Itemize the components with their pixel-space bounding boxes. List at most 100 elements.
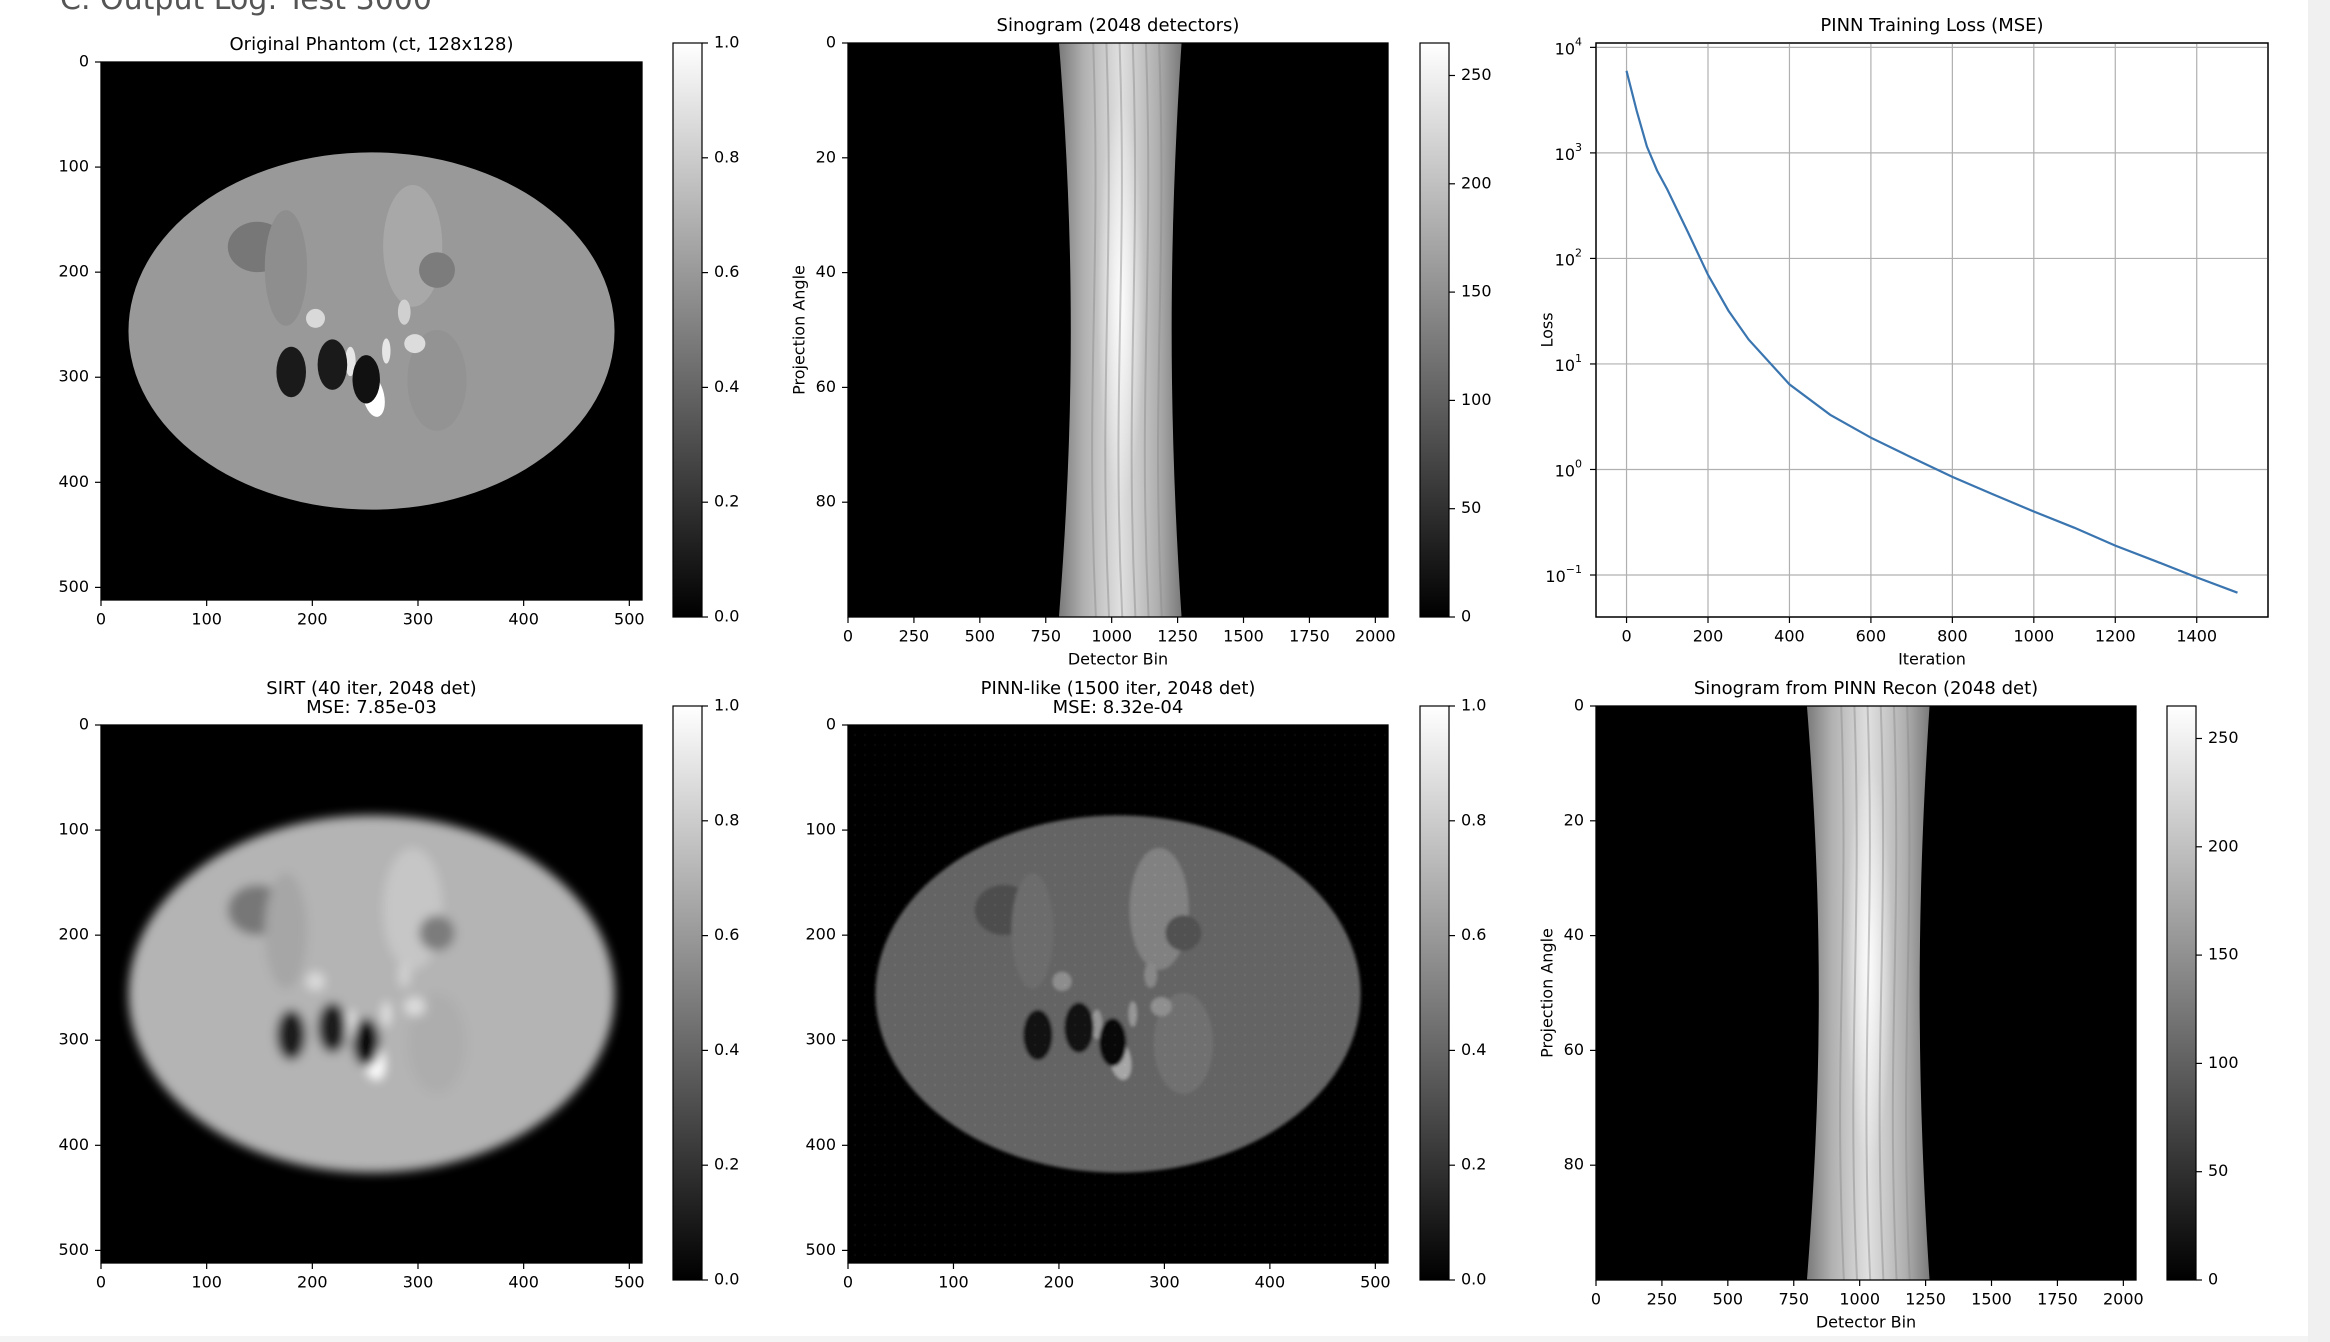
small-dot-3 — [404, 334, 426, 354]
x-tick-label: 200 — [1044, 1273, 1075, 1292]
x-tick-label: 0 — [96, 1273, 106, 1292]
x-tick-label: 1500 — [1971, 1290, 2012, 1309]
dark-ellipse-1 — [276, 346, 306, 398]
x-axis-label: Iteration — [1898, 650, 1966, 669]
axes-frame-top — [1595, 42, 2269, 618]
colorbar-tick-label: 1.0 — [714, 33, 739, 52]
chart-panel-1: 0 100 200 300 400 500 0 100 200 300 400 500 Original… — [58, 33, 739, 629]
y-tick-label: 400 — [805, 1135, 836, 1154]
colorbar-tick-label: 250 — [2208, 728, 2239, 747]
y-tick-label: 80 — [816, 492, 836, 511]
colorbar-tick-label: 0.8 — [714, 810, 739, 829]
y-tick-label: 100 — [1555, 457, 1582, 480]
colorbar-tick-label: 1.0 — [1461, 696, 1486, 715]
panel-title: Sinogram from PINN Recon (2048 det) — [1694, 678, 2038, 699]
y-tick-label: 500 — [805, 1240, 836, 1259]
y-tick-label: 60 — [816, 377, 836, 396]
x-tick-label: 300 — [1149, 1273, 1180, 1292]
sinogram-trace — [1878, 705, 1885, 1281]
y-tick-label: 103 — [1555, 141, 1582, 164]
colorbar-tick-label: 50 — [1461, 498, 1481, 517]
x-tick-label: 750 — [1030, 627, 1061, 646]
sinogram-bright-core — [1097, 100, 1145, 503]
small-dot-5 — [345, 346, 356, 377]
colorbar-tick-label: 0.4 — [1461, 1040, 1486, 1059]
x-tick-label: 250 — [1647, 1290, 1678, 1309]
right-tall-ellipse — [383, 184, 443, 307]
left-inner-ellipse — [264, 873, 308, 989]
y-tick-label: 100 — [58, 157, 89, 176]
x-tick-label: 1250 — [1157, 627, 1198, 646]
small-dot-4 — [382, 1001, 391, 1027]
sinogram-trace — [1143, 42, 1150, 618]
colorbar-tick-label: 50 — [2208, 1161, 2228, 1180]
y-tick-label: 200 — [58, 262, 89, 281]
y-tick-label: 0 — [1574, 696, 1584, 715]
chart-panel-5: 0 100 200 300 400 500 0 100 200 300 400 500 PINN-lik… — [805, 678, 1486, 1292]
sinogram-trace — [1117, 42, 1124, 618]
colorbar-tick-label: 0.2 — [714, 1155, 739, 1174]
x-tick-label: 400 — [1774, 627, 1805, 646]
y-tick-label: 104 — [1555, 35, 1582, 58]
phantom-shapes — [128, 815, 615, 1173]
small-dot-1 — [305, 308, 326, 328]
sinogram-trace — [1905, 705, 1911, 1281]
colorbar-tick-label: 0.4 — [714, 1040, 739, 1059]
y-tick-label: 20 — [1564, 810, 1584, 829]
streak-artifacts — [848, 725, 1388, 1263]
sinogram-trace — [1865, 705, 1872, 1281]
colorbar-tick-label: 0.4 — [714, 377, 739, 396]
small-dot-2 — [397, 962, 411, 988]
x-tick-label: 1750 — [2037, 1290, 2078, 1309]
x-tick-label: 1200 — [2095, 627, 2136, 646]
outer-ellipse — [128, 815, 615, 1173]
small-dot-5 — [345, 1009, 356, 1040]
small-dot-4 — [382, 338, 391, 364]
right-lower-ellipse — [407, 329, 467, 431]
x-tick-label: 500 — [1713, 1290, 1744, 1309]
page-scrollbar[interactable] — [2308, 0, 2330, 1342]
x-tick-label: 1000 — [1091, 627, 1132, 646]
sinogram-band — [1806, 705, 1930, 1281]
colorbar-tick-label: 0.0 — [714, 1270, 739, 1289]
sinogram-trace — [1157, 42, 1163, 618]
y-tick-label: 100 — [805, 820, 836, 839]
colorbar — [1419, 705, 1450, 1281]
y-tick-label: 300 — [58, 1030, 89, 1049]
dark-ellipse-3 — [352, 1018, 380, 1067]
colorbar-tick-label: 0.0 — [714, 607, 739, 626]
colorbar-tick-label: 0.6 — [714, 925, 739, 944]
y-tick-label: 500 — [58, 1240, 89, 1259]
x-tick-label: 250 — [899, 627, 930, 646]
colorbar-tick-label: 0.8 — [714, 147, 739, 166]
x-tick-label: 1750 — [1289, 627, 1330, 646]
small-dot-1 — [305, 971, 326, 991]
y-tick-label: 40 — [816, 262, 836, 281]
chart-panel-3: 0 200 400 600 800 1000 1200 1400 10−1 100 101 102 10… — [1538, 15, 2269, 669]
x-tick-label: 2000 — [2103, 1290, 2144, 1309]
y-axis-label: Projection Angle — [1538, 928, 1557, 1058]
colorbar — [672, 705, 703, 1281]
x-tick-label: 300 — [403, 1273, 434, 1292]
x-tick-label: 750 — [1778, 1290, 1809, 1309]
colorbar-tick-label: 0 — [1461, 607, 1471, 626]
sinogram-bright-core — [1845, 763, 1893, 1166]
sinogram-trace — [1091, 42, 1097, 618]
x-tick-label: 500 — [614, 1273, 645, 1292]
y-axis-label: Projection Angle — [790, 265, 809, 395]
small-dot-2 — [397, 299, 411, 325]
y-tick-label: 300 — [58, 367, 89, 386]
colorbar-tick-label: 200 — [1461, 173, 1492, 192]
x-tick-label: 1250 — [1905, 1290, 1946, 1309]
x-tick-label: 200 — [297, 1273, 328, 1292]
panel-title: Sinogram (2048 detectors) — [997, 15, 1240, 36]
x-tick-label: 800 — [1937, 627, 1968, 646]
colorbar-tick-label: 150 — [1461, 282, 1492, 301]
sinogram-trace — [1852, 705, 1859, 1281]
y-tick-label: 500 — [58, 577, 89, 596]
colorbar-tick-label: 1.0 — [714, 696, 739, 715]
page-bottom-edge — [0, 1336, 2308, 1342]
plot-background — [1596, 43, 2268, 617]
y-tick-label: 102 — [1555, 246, 1582, 269]
